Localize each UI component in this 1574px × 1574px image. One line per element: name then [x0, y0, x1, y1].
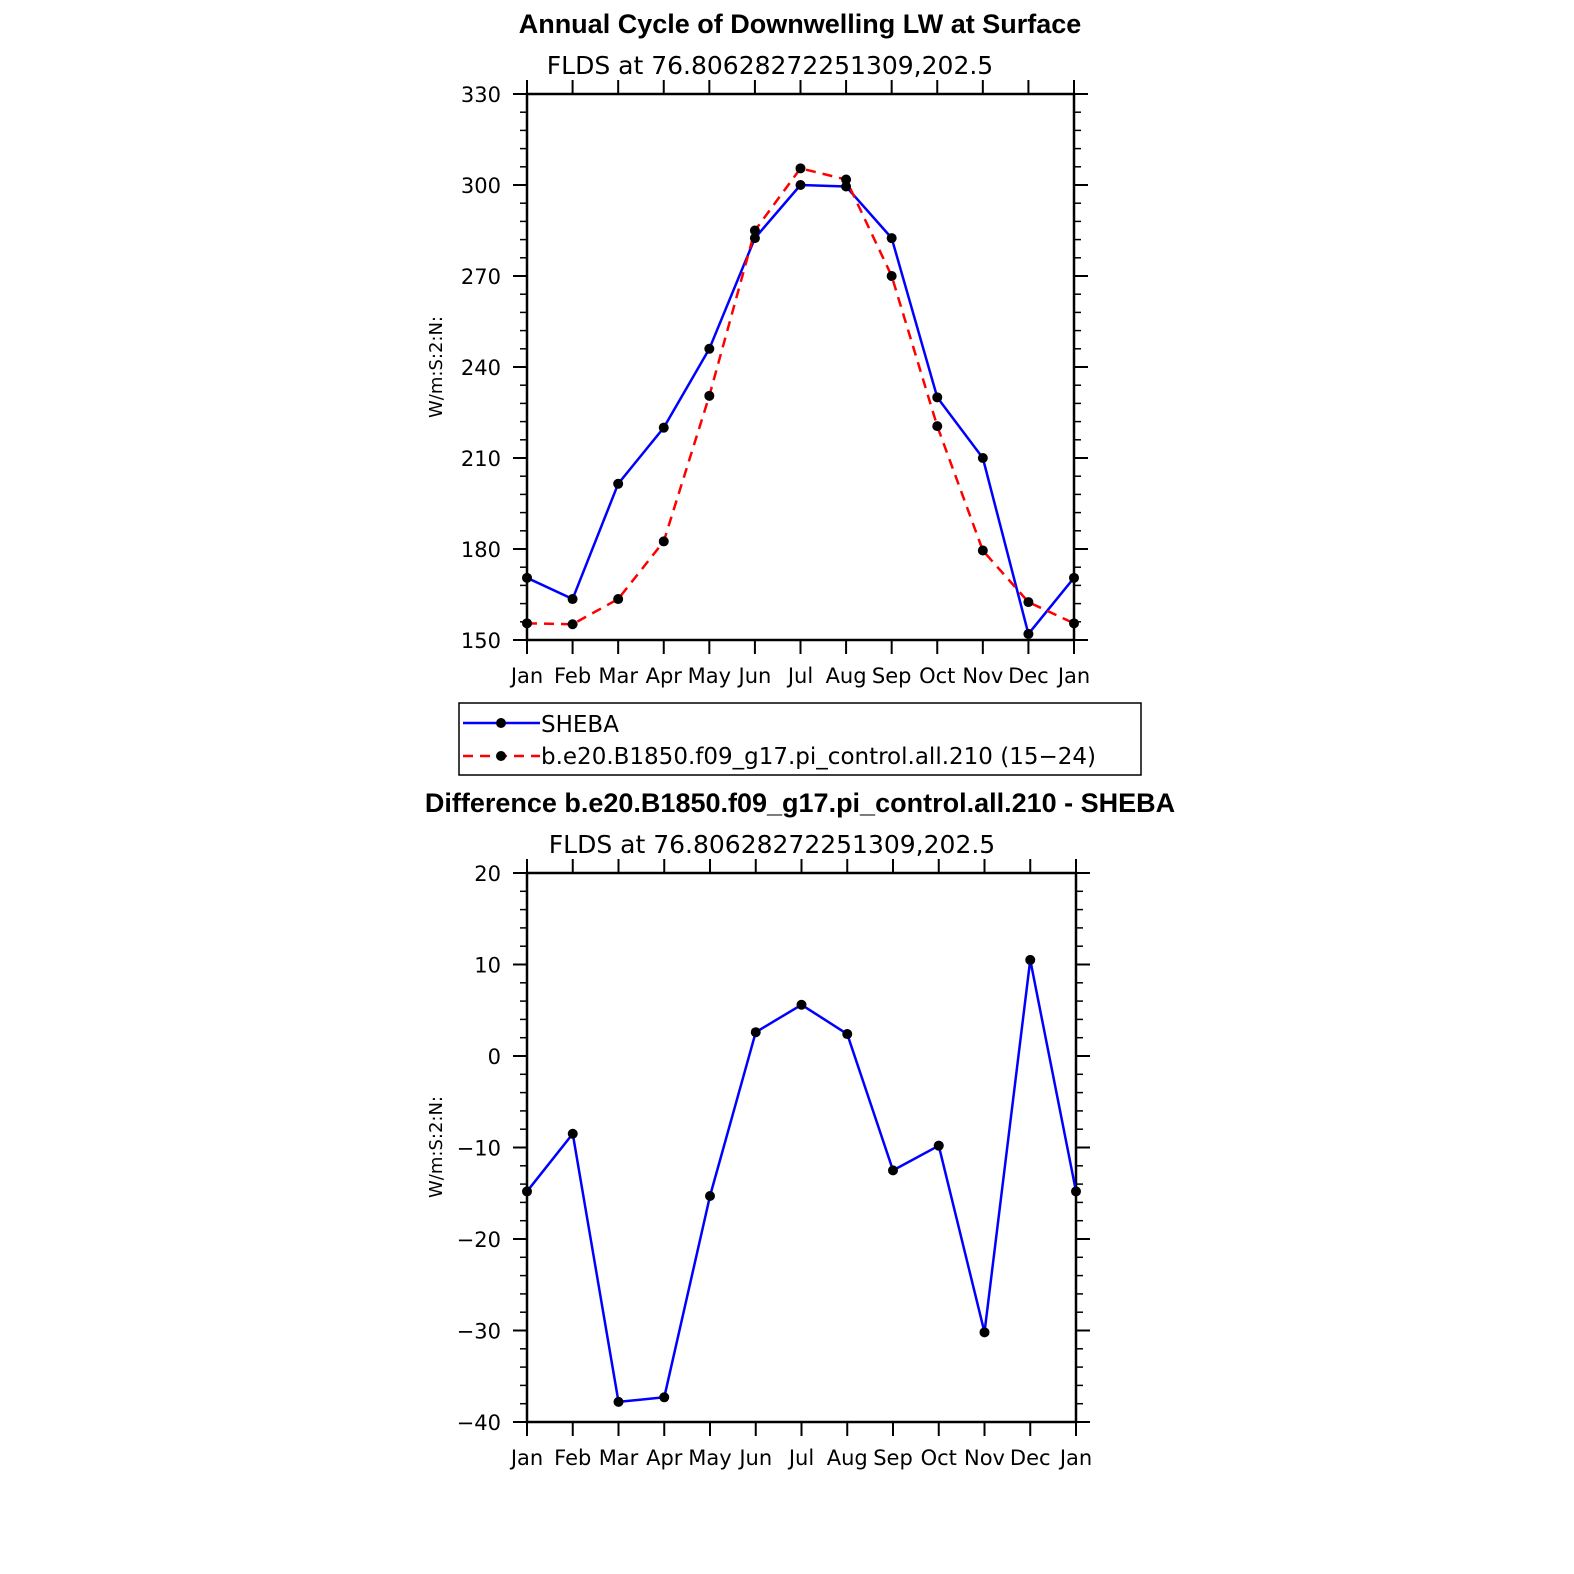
- legend-label-model: b.e20.B1850.f09_g17.pi_control.all.210 (…: [541, 744, 1096, 770]
- chart-2-ytick-label: −10: [457, 1137, 501, 1161]
- chart-1-series-2-line: [526, 167, 1075, 626]
- chart-1-xtick-label: Oct: [919, 664, 955, 688]
- chart-2-xtick-label: Aug: [827, 1446, 868, 1470]
- chart-1-y-axis-label: W/m:S:2:N:: [426, 316, 447, 418]
- chart-1-xtick-label: Nov: [962, 664, 1003, 688]
- chart-1-xtick-label: Feb: [554, 664, 591, 688]
- chart-1-xtick-label: Jan: [1056, 664, 1090, 688]
- chart-1-series-1-point: [886, 233, 897, 244]
- chart-2-series-1-point: [1071, 1186, 1081, 1197]
- chart-1-title: Annual Cycle of Downwelling LW at Surfac…: [519, 9, 1082, 39]
- chart-1-ytick-label: 330: [461, 83, 501, 107]
- chart-1-ytick-label: 270: [461, 265, 501, 289]
- chart-1-series-2-point: [932, 421, 943, 432]
- chart-1-series-1-point: [658, 422, 669, 433]
- chart-1-series-2-point: [567, 619, 578, 630]
- chart-1-series-1-point: [704, 343, 715, 354]
- chart-1-series-2-point: [795, 163, 806, 174]
- chart-1-xtick-label: Dec: [1008, 664, 1049, 688]
- chart-2-series-1-point: [659, 1392, 670, 1403]
- chart-1-plot: 150 180 210 240 270 300 330 Jan Feb Mar Apr May Jun J…: [461, 80, 1090, 688]
- chart-1-xtick-label: Mar: [598, 664, 638, 688]
- chart-2-series-1-line: [526, 958, 1078, 1404]
- chart-2-ytick-label: 20: [474, 862, 501, 886]
- chart-2-xtick-label: Jun: [737, 1446, 772, 1470]
- chart-2-series-1-point: [705, 1190, 715, 1201]
- chart-2-y-axis-label: W/m:S:2:N:: [426, 1096, 447, 1198]
- chart-2-xtick-label: Oct: [921, 1446, 957, 1470]
- chart-2-series-1-point: [888, 1165, 898, 1176]
- chart-2-xtick-label: Nov: [964, 1446, 1005, 1470]
- chart-2-series-1-point: [522, 1186, 532, 1197]
- chart-1-xtick-label: Aug: [826, 664, 867, 688]
- chart-1-ytick-label: 150: [461, 629, 501, 653]
- chart-2-xtick-label: May: [688, 1446, 731, 1470]
- chart-1-ytick-label: 180: [461, 538, 501, 562]
- chart-1-legend: SHEBA b.e20.B1850.f09_g17.pi_control.all…: [458, 702, 1142, 776]
- legend-marker-model: [496, 751, 506, 761]
- chart-1-ytick-label: 210: [461, 447, 501, 471]
- chart-2-frame: [525, 871, 1078, 1424]
- chart-1-series-2-point: [704, 390, 715, 401]
- legend-box: [458, 702, 1142, 776]
- chart-1-series-1-point: [749, 233, 760, 244]
- chart-2-title: Difference b.e20.B1850.f09_g17.pi_contro…: [425, 788, 1175, 818]
- chart-2-plot: −40 −30 −20 −10 0 10 20 Jan Feb Mar Apr May Jun Jul Au…: [457, 859, 1092, 1470]
- chart-1-series-1-point: [567, 594, 578, 605]
- chart-2-series-1-point: [613, 1396, 624, 1407]
- chart-1-series-2-point: [1069, 618, 1079, 629]
- chart-1-series-1-point: [613, 478, 624, 489]
- chart-1-xtick-label: Jul: [786, 664, 813, 688]
- chart-1-series-1-point: [932, 392, 943, 403]
- chart-2-series-1-point: [979, 1327, 990, 1338]
- chart-1-ytick-label: 300: [461, 174, 501, 198]
- chart-2-xtick-label: Jan: [509, 1446, 543, 1470]
- chart-1-frame: [525, 92, 1076, 642]
- chart-2-ytick-label: −20: [457, 1228, 501, 1252]
- chart-2-xtick-label: Dec: [1010, 1446, 1051, 1470]
- chart-1-series-2-point: [749, 225, 760, 236]
- chart-2-xtick-label: Apr: [646, 1446, 683, 1470]
- chart-2-xtick-label: Sep: [873, 1446, 913, 1470]
- chart-2-ytick-label: 10: [474, 954, 501, 978]
- legend-marker-sheba: [496, 718, 506, 728]
- chart-1-series-2-point: [522, 618, 532, 629]
- chart-2-series-1-point: [1025, 954, 1036, 965]
- chart-2-ytick-label: −30: [457, 1320, 501, 1344]
- chart-2-subtitle: FLDS at 76.80628272251309,202.5: [549, 830, 995, 859]
- chart-2-series-1-point: [750, 1027, 761, 1038]
- chart-1-subtitle: FLDS at 76.80628272251309,202.5: [547, 51, 993, 80]
- chart-1-series-2-point: [841, 174, 852, 185]
- chart-2-ytick-label: −40: [457, 1411, 501, 1435]
- chart-1-series-1-line: [526, 183, 1075, 636]
- chart-1-series-1-point: [795, 180, 806, 190]
- chart-1-series-2-point: [886, 271, 897, 281]
- chart-2-xtick-label: Mar: [599, 1446, 639, 1470]
- chart-1-series-1-point: [841, 181, 852, 192]
- chart-1-series-2-point: [658, 536, 669, 547]
- chart-1-series-2-point: [977, 545, 988, 556]
- chart-1-ytick-label: 240: [461, 356, 501, 380]
- chart-1-xtick-label: Jun: [737, 664, 772, 688]
- chart-1-xtick-label: Sep: [872, 664, 912, 688]
- chart-2-ytick-label: 0: [488, 1045, 501, 1069]
- chart-1-series-1-point: [522, 572, 532, 583]
- chart-2-series-1-point: [842, 1029, 853, 1040]
- chart-1-xtick-label: Jan: [509, 664, 543, 688]
- chart-1-series-1-point: [1023, 628, 1034, 639]
- chart-1-series-1-point: [1069, 572, 1079, 583]
- chart-2-xtick-label: Feb: [554, 1446, 591, 1470]
- chart-1-series-1-point: [977, 453, 988, 463]
- chart-2-xtick-label: Jan: [1058, 1446, 1092, 1470]
- chart-2-series-1-point: [567, 1128, 578, 1139]
- chart-2-series-1-point: [933, 1140, 944, 1151]
- chart-1-series-2-point: [1023, 597, 1034, 608]
- chart-1-series-2-point: [613, 594, 624, 605]
- legend-label-sheba: SHEBA: [541, 712, 619, 738]
- chart-2-xtick-label: Jul: [787, 1446, 814, 1470]
- chart-1-xtick-label: Apr: [646, 664, 683, 688]
- chart-2-series-1-point: [796, 999, 807, 1010]
- chart-1-xtick-label: May: [688, 664, 731, 688]
